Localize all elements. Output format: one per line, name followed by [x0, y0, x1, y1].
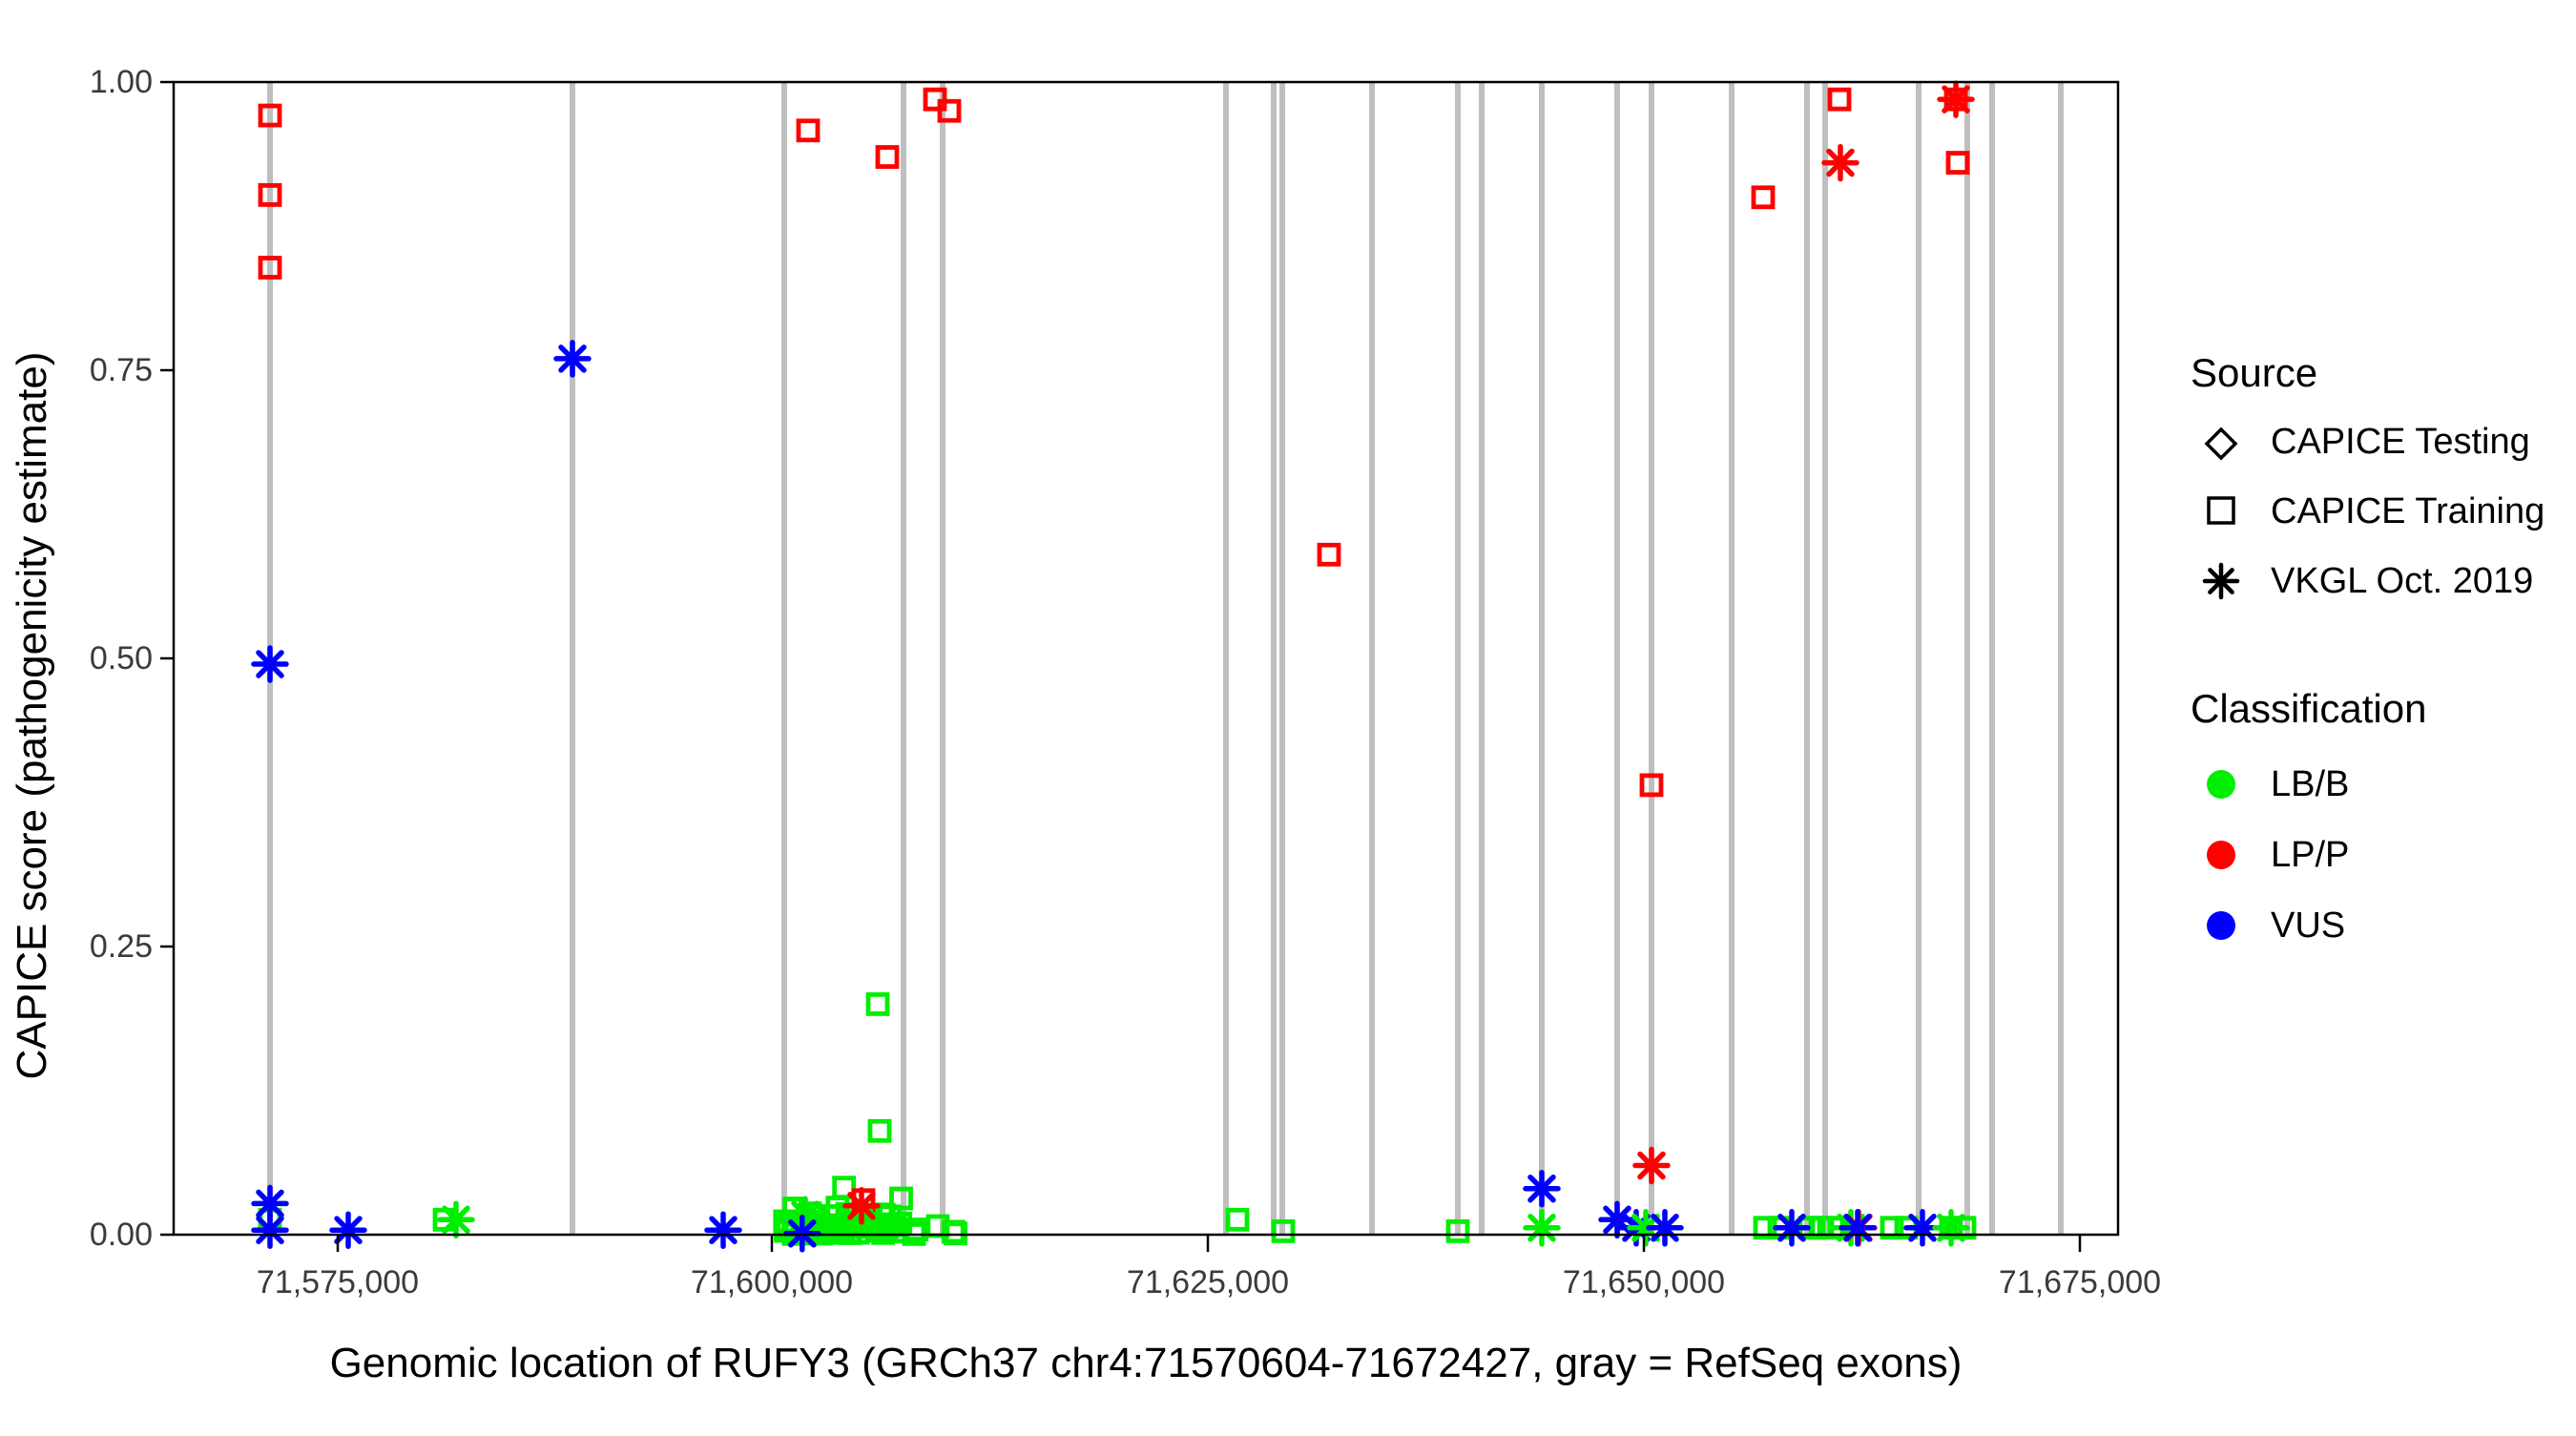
- svg-text:71,625,000: 71,625,000: [1127, 1264, 1289, 1301]
- svg-text:0.50: 0.50: [90, 640, 153, 676]
- svg-text:71,600,000: 71,600,000: [691, 1264, 853, 1301]
- svg-text:Source: Source: [2191, 350, 2317, 395]
- svg-text:71,650,000: 71,650,000: [1563, 1264, 1725, 1301]
- svg-text:LB/B: LB/B: [2271, 764, 2349, 804]
- svg-text:71,675,000: 71,675,000: [1999, 1264, 2161, 1301]
- svg-text:0.75: 0.75: [90, 352, 153, 388]
- svg-text:0.00: 0.00: [90, 1217, 153, 1253]
- svg-text:71,575,000: 71,575,000: [257, 1264, 419, 1301]
- svg-text:Classification: Classification: [2191, 686, 2426, 731]
- svg-text:LP/P: LP/P: [2271, 835, 2349, 875]
- svg-text:CAPICE Training: CAPICE Training: [2271, 491, 2545, 531]
- svg-text:VUS: VUS: [2271, 905, 2345, 946]
- svg-text:1.00: 1.00: [90, 64, 153, 100]
- svg-text:VKGL Oct. 2019: VKGL Oct. 2019: [2271, 561, 2533, 601]
- svg-text:CAPICE score (pathogenicity es: CAPICE score (pathogenicity estimate): [9, 352, 55, 1080]
- svg-text:0.25: 0.25: [90, 928, 153, 965]
- svg-text:Genomic location of RUFY3 (GRC: Genomic location of RUFY3 (GRCh37 chr4:7…: [330, 1340, 1963, 1386]
- svg-text:CAPICE Testing: CAPICE Testing: [2271, 422, 2530, 462]
